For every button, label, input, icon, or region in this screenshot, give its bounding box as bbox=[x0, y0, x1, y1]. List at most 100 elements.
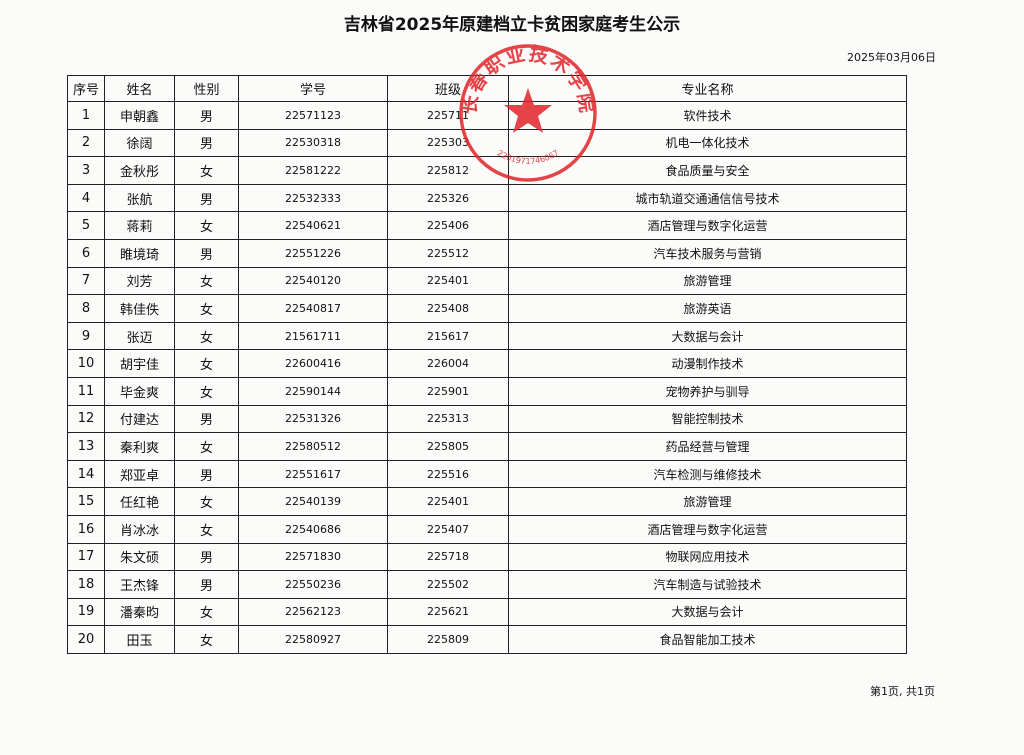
page-number: 第1页, 共1页 bbox=[870, 685, 935, 698]
row-number-cell: 3 bbox=[67, 156, 105, 185]
student-id-cell: 22540817 bbox=[238, 294, 388, 323]
table-row: 3 金秋彤女 22581222 225812 食品质量与安全 bbox=[67, 156, 907, 185]
row-number-cell: 18 bbox=[67, 570, 105, 599]
class-cell: 225303 bbox=[387, 128, 509, 158]
gender-cell: 女 bbox=[174, 294, 239, 323]
table-row: 13 秦利爽女 22580512 225805 药品经营与管理 bbox=[67, 432, 907, 461]
class-cell: 226004 bbox=[387, 349, 509, 378]
row-number-cell: 17 bbox=[67, 542, 105, 572]
student-name-cell: 胡宇佳 bbox=[104, 349, 175, 378]
student-id-cell: 22600416 bbox=[238, 349, 388, 378]
student-id-cell: 22531326 bbox=[238, 404, 388, 434]
gender-cell: 男 bbox=[174, 542, 239, 572]
class-cell: 225502 bbox=[387, 570, 509, 599]
student-name-cell: 秦利爽 bbox=[104, 432, 175, 461]
major-cell: 动漫制作技术 bbox=[508, 349, 907, 378]
gender-cell: 女 bbox=[174, 266, 239, 296]
class-cell: 225401 bbox=[387, 266, 509, 296]
student-id-cell: 22571830 bbox=[238, 542, 388, 572]
row-number-cell: 15 bbox=[67, 487, 105, 516]
gender-cell: 女 bbox=[174, 514, 239, 544]
row-number-cell: 7 bbox=[67, 266, 105, 296]
class-cell: 225805 bbox=[387, 432, 509, 461]
student-name-cell: 张航 bbox=[104, 183, 175, 213]
column-header: 班级 bbox=[387, 75, 509, 102]
student-name-cell: 申朝鑫 bbox=[104, 101, 175, 130]
gender-cell: 男 bbox=[174, 183, 239, 213]
table-row: 14 郑亚卓男 22551617 225516 汽车检测与维修技术 bbox=[67, 459, 907, 489]
gender-cell: 男 bbox=[174, 459, 239, 489]
table-row: 1 申朝鑫男 22571123 225711 软件技术 bbox=[67, 101, 907, 130]
student-name-cell: 朱文硕 bbox=[104, 542, 175, 572]
gender-cell: 女 bbox=[174, 156, 239, 185]
student-name-cell: 毕金爽 bbox=[104, 376, 175, 406]
major-cell: 物联网应用技术 bbox=[508, 542, 907, 572]
student-name-cell: 张迈 bbox=[104, 321, 175, 351]
table-row: 8 韩佳佚女 22540817 225408 旅游英语 bbox=[67, 294, 907, 323]
table-row: 20 田玉女 22580927 225809 食品智能加工技术 bbox=[67, 625, 907, 654]
student-id-cell: 22580512 bbox=[238, 432, 388, 461]
row-number-cell: 6 bbox=[67, 238, 105, 268]
class-cell: 225401 bbox=[387, 487, 509, 516]
student-id-cell: 22532333 bbox=[238, 183, 388, 213]
gender-cell: 女 bbox=[174, 321, 239, 351]
table-row: 4 张航男 22532333 225326 城市轨道交通通信信号技术 bbox=[67, 183, 907, 213]
major-cell: 旅游管理 bbox=[508, 266, 907, 296]
gender-cell: 男 bbox=[174, 404, 239, 434]
row-number-cell: 9 bbox=[67, 321, 105, 351]
student-name-cell: 肖冰冰 bbox=[104, 514, 175, 544]
major-cell: 机电一体化技术 bbox=[508, 128, 907, 158]
table-row: 2 徐阔男 22530318 225303 机电一体化技术 bbox=[67, 128, 907, 158]
row-number-cell: 8 bbox=[67, 294, 105, 323]
table-header-row: 序号 姓名 性别 学号 班级 专业名称 bbox=[67, 75, 907, 102]
student-name-cell: 蒋莉 bbox=[104, 211, 175, 240]
major-cell: 食品智能加工技术 bbox=[508, 625, 907, 654]
publish-date: 2025年03月06日 bbox=[847, 51, 936, 64]
major-cell: 酒店管理与数字化运营 bbox=[508, 211, 907, 240]
major-cell: 汽车检测与维修技术 bbox=[508, 459, 907, 489]
class-cell: 225408 bbox=[387, 294, 509, 323]
major-cell: 软件技术 bbox=[508, 101, 907, 130]
class-cell: 225812 bbox=[387, 156, 509, 185]
student-id-cell: 22530318 bbox=[238, 128, 388, 158]
student-id-cell: 22540686 bbox=[238, 514, 388, 544]
major-cell: 宠物养护与驯导 bbox=[508, 376, 907, 406]
student-id-cell: 22581222 bbox=[238, 156, 388, 185]
class-cell: 225809 bbox=[387, 625, 509, 654]
table-row: 16 肖冰冰女 22540686 225407 酒店管理与数字化运营 bbox=[67, 514, 907, 544]
gender-cell: 女 bbox=[174, 487, 239, 516]
student-id-cell: 22571123 bbox=[238, 101, 388, 130]
student-id-cell: 22580927 bbox=[238, 625, 388, 654]
student-name-cell: 付建达 bbox=[104, 404, 175, 434]
document-title: 吉林省2025年原建档立卡贫困家庭考生公示 bbox=[343, 15, 681, 35]
row-number-cell: 14 bbox=[67, 459, 105, 489]
major-cell: 大数据与会计 bbox=[508, 321, 907, 351]
column-header: 性别 bbox=[174, 75, 239, 102]
class-cell: 225711 bbox=[387, 101, 509, 130]
class-cell: 225901 bbox=[387, 376, 509, 406]
gender-cell: 女 bbox=[174, 349, 239, 378]
student-id-cell: 22562123 bbox=[238, 597, 388, 627]
gender-cell: 男 bbox=[174, 128, 239, 158]
gender-cell: 女 bbox=[174, 597, 239, 627]
row-number-cell: 20 bbox=[67, 625, 105, 654]
student-id-cell: 21561711 bbox=[238, 321, 388, 351]
table-row: 10 胡宇佳女 22600416 226004 动漫制作技术 bbox=[67, 349, 907, 378]
class-cell: 225512 bbox=[387, 238, 509, 268]
student-name-cell: 潘秦昀 bbox=[104, 597, 175, 627]
gender-cell: 男 bbox=[174, 570, 239, 599]
student-name-cell: 金秋彤 bbox=[104, 156, 175, 185]
row-number-cell: 1 bbox=[67, 101, 105, 130]
table-row: 6 睢境琦男 22551226 225512 汽车技术服务与营销 bbox=[67, 238, 907, 268]
gender-cell: 女 bbox=[174, 432, 239, 461]
major-cell: 旅游管理 bbox=[508, 487, 907, 516]
column-header: 序号 bbox=[67, 75, 105, 102]
class-cell: 225406 bbox=[387, 211, 509, 240]
student-name-cell: 田玉 bbox=[104, 625, 175, 654]
gender-cell: 男 bbox=[174, 101, 239, 130]
major-cell: 汽车制造与试验技术 bbox=[508, 570, 907, 599]
row-number-cell: 19 bbox=[67, 597, 105, 627]
student-id-cell: 22540120 bbox=[238, 266, 388, 296]
row-number-cell: 11 bbox=[67, 376, 105, 406]
gender-cell: 男 bbox=[174, 238, 239, 268]
